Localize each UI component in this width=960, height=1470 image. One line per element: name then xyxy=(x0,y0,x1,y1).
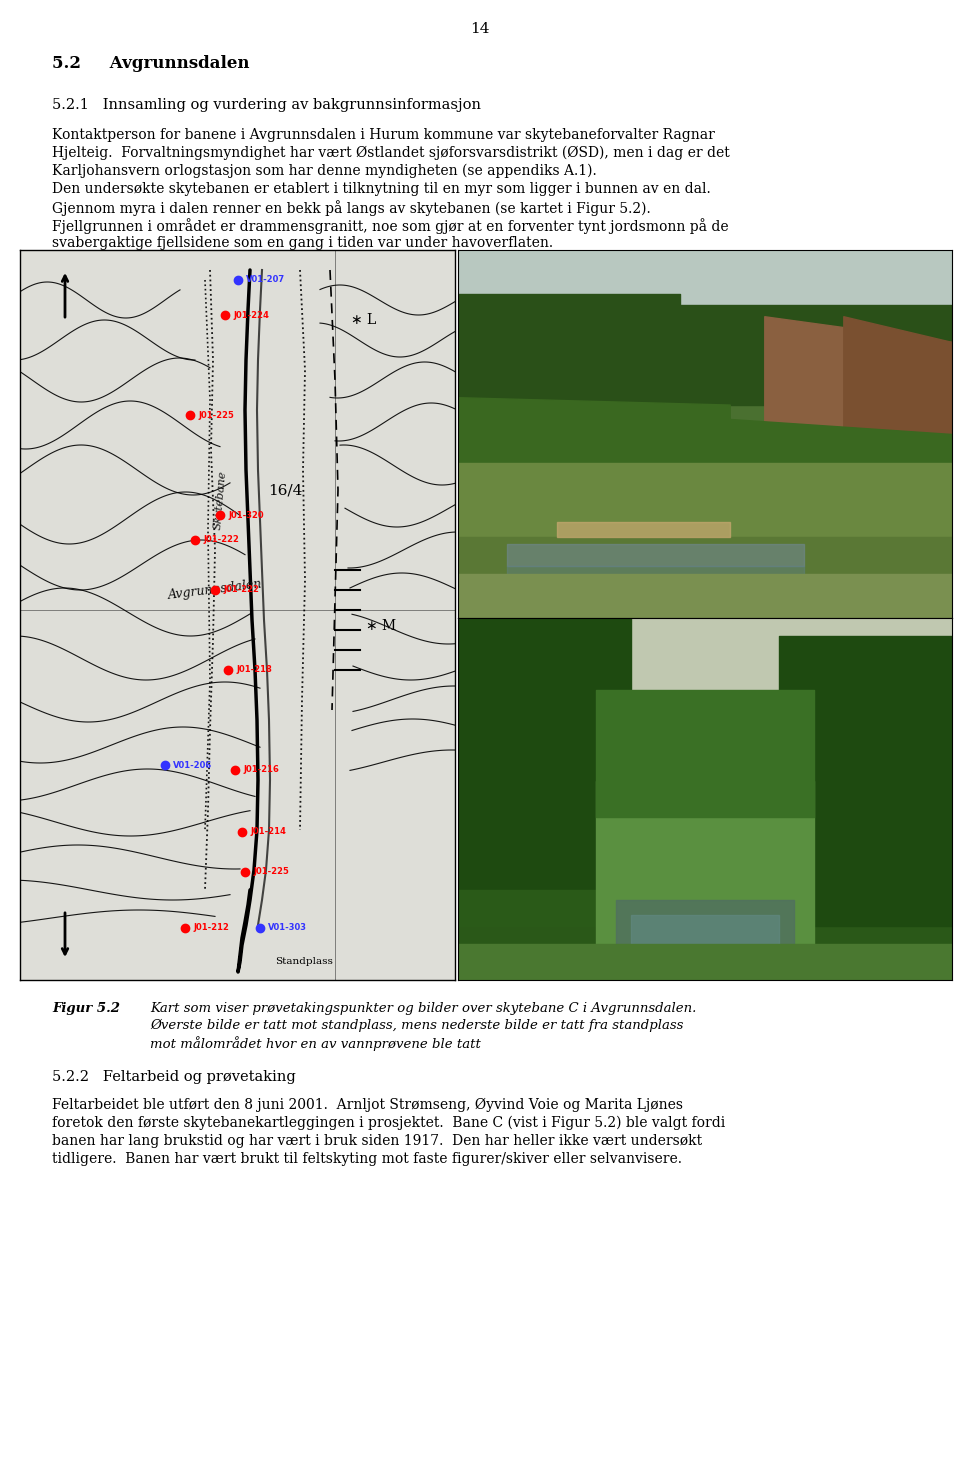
Text: J01-225: J01-225 xyxy=(198,410,234,419)
Text: 5.2     Avgrunnsdalen: 5.2 Avgrunnsdalen xyxy=(52,54,250,72)
Text: mot målområdet hvor en av vannprøvene ble tatt: mot målområdet hvor en av vannprøvene bl… xyxy=(150,1036,481,1051)
Text: Fjellgrunnen i området er drammensgranitt, noe som gjør at en forventer tynt jor: Fjellgrunnen i området er drammensgranit… xyxy=(52,218,729,234)
Text: svabergaktige fjellsidene som en gang i tiden var under havoverflaten.: svabergaktige fjellsidene som en gang i … xyxy=(52,237,553,250)
Text: J01-214: J01-214 xyxy=(250,828,286,836)
Text: J01-212: J01-212 xyxy=(193,923,228,932)
Text: Skytebane: Skytebane xyxy=(212,470,228,531)
Text: Feltarbeidet ble utført den 8 juni 2001.  Arnljot Strømseng, Øyvind Voie og Mari: Feltarbeidet ble utført den 8 juni 2001.… xyxy=(52,1098,683,1113)
Text: 5.2.1   Innsamling og vurdering av bakgrunnsinformasjon: 5.2.1 Innsamling og vurdering av bakgrun… xyxy=(52,98,481,112)
Text: J01-320: J01-320 xyxy=(228,510,264,519)
Text: J01-225: J01-225 xyxy=(253,867,289,876)
Text: Avgrunnsdalen: Avgrunnsdalen xyxy=(167,578,263,603)
Text: J01-218: J01-218 xyxy=(236,666,272,675)
Text: Kart som viser prøvetakingspunkter og bilder over skytebane C i Avgrunnsdalen.: Kart som viser prøvetakingspunkter og bi… xyxy=(150,1003,696,1014)
Text: foretok den første skytebanekartleggingen i prosjektet.  Bane C (vist i Figur 5.: foretok den første skytebanekartlegginge… xyxy=(52,1116,725,1130)
Text: Den undersøkte skytebanen er etablert i tilknytning til en myr som ligger i bunn: Den undersøkte skytebanen er etablert i … xyxy=(52,182,710,196)
Text: V01-303: V01-303 xyxy=(268,923,307,932)
Text: 16/4: 16/4 xyxy=(268,484,302,497)
Text: tidligere.  Banen har vært brukt til feltskyting mot faste figurer/skiver eller : tidligere. Banen har vært brukt til felt… xyxy=(52,1152,682,1166)
Text: V01-206: V01-206 xyxy=(173,760,212,769)
Text: J01-222: J01-222 xyxy=(203,535,239,544)
Text: 5.2.2   Feltarbeid og prøvetaking: 5.2.2 Feltarbeid og prøvetaking xyxy=(52,1070,296,1083)
Text: $\ast$ L: $\ast$ L xyxy=(350,313,377,328)
Text: Hjelteig.  Forvaltningsmyndighet har vært Østlandet sjøforsvarsdistrikt (ØSD), m: Hjelteig. Forvaltningsmyndighet har vært… xyxy=(52,146,730,160)
Text: J01-222: J01-222 xyxy=(223,585,259,594)
Text: V01-207: V01-207 xyxy=(246,275,285,285)
Text: J01-224: J01-224 xyxy=(233,310,269,319)
Text: 14: 14 xyxy=(470,22,490,35)
Text: Gjennom myra i dalen renner en bekk på langs av skytebanen (se kartet i Figur 5.: Gjennom myra i dalen renner en bekk på l… xyxy=(52,200,651,216)
Text: Øverste bilde er tatt mot standplass, mens nederste bilde er tatt fra standplass: Øverste bilde er tatt mot standplass, me… xyxy=(150,1019,684,1032)
Text: J01-216: J01-216 xyxy=(243,766,278,775)
Text: banen har lang brukstid og har vært i bruk siden 1917.  Den har heller ikke vært: banen har lang brukstid og har vært i br… xyxy=(52,1133,702,1148)
Text: Figur 5.2: Figur 5.2 xyxy=(52,1003,120,1014)
Text: Kontaktperson for banene i Avgrunnsdalen i Hurum kommune var skytebaneforvalter : Kontaktperson for banene i Avgrunnsdalen… xyxy=(52,128,715,143)
Text: Karljohansvern orlogstasjon som har denne myndigheten (se appendiks A.1).: Karljohansvern orlogstasjon som har denn… xyxy=(52,165,597,178)
Text: $\ast$ M: $\ast$ M xyxy=(365,617,396,632)
Text: Standplass: Standplass xyxy=(275,957,333,966)
